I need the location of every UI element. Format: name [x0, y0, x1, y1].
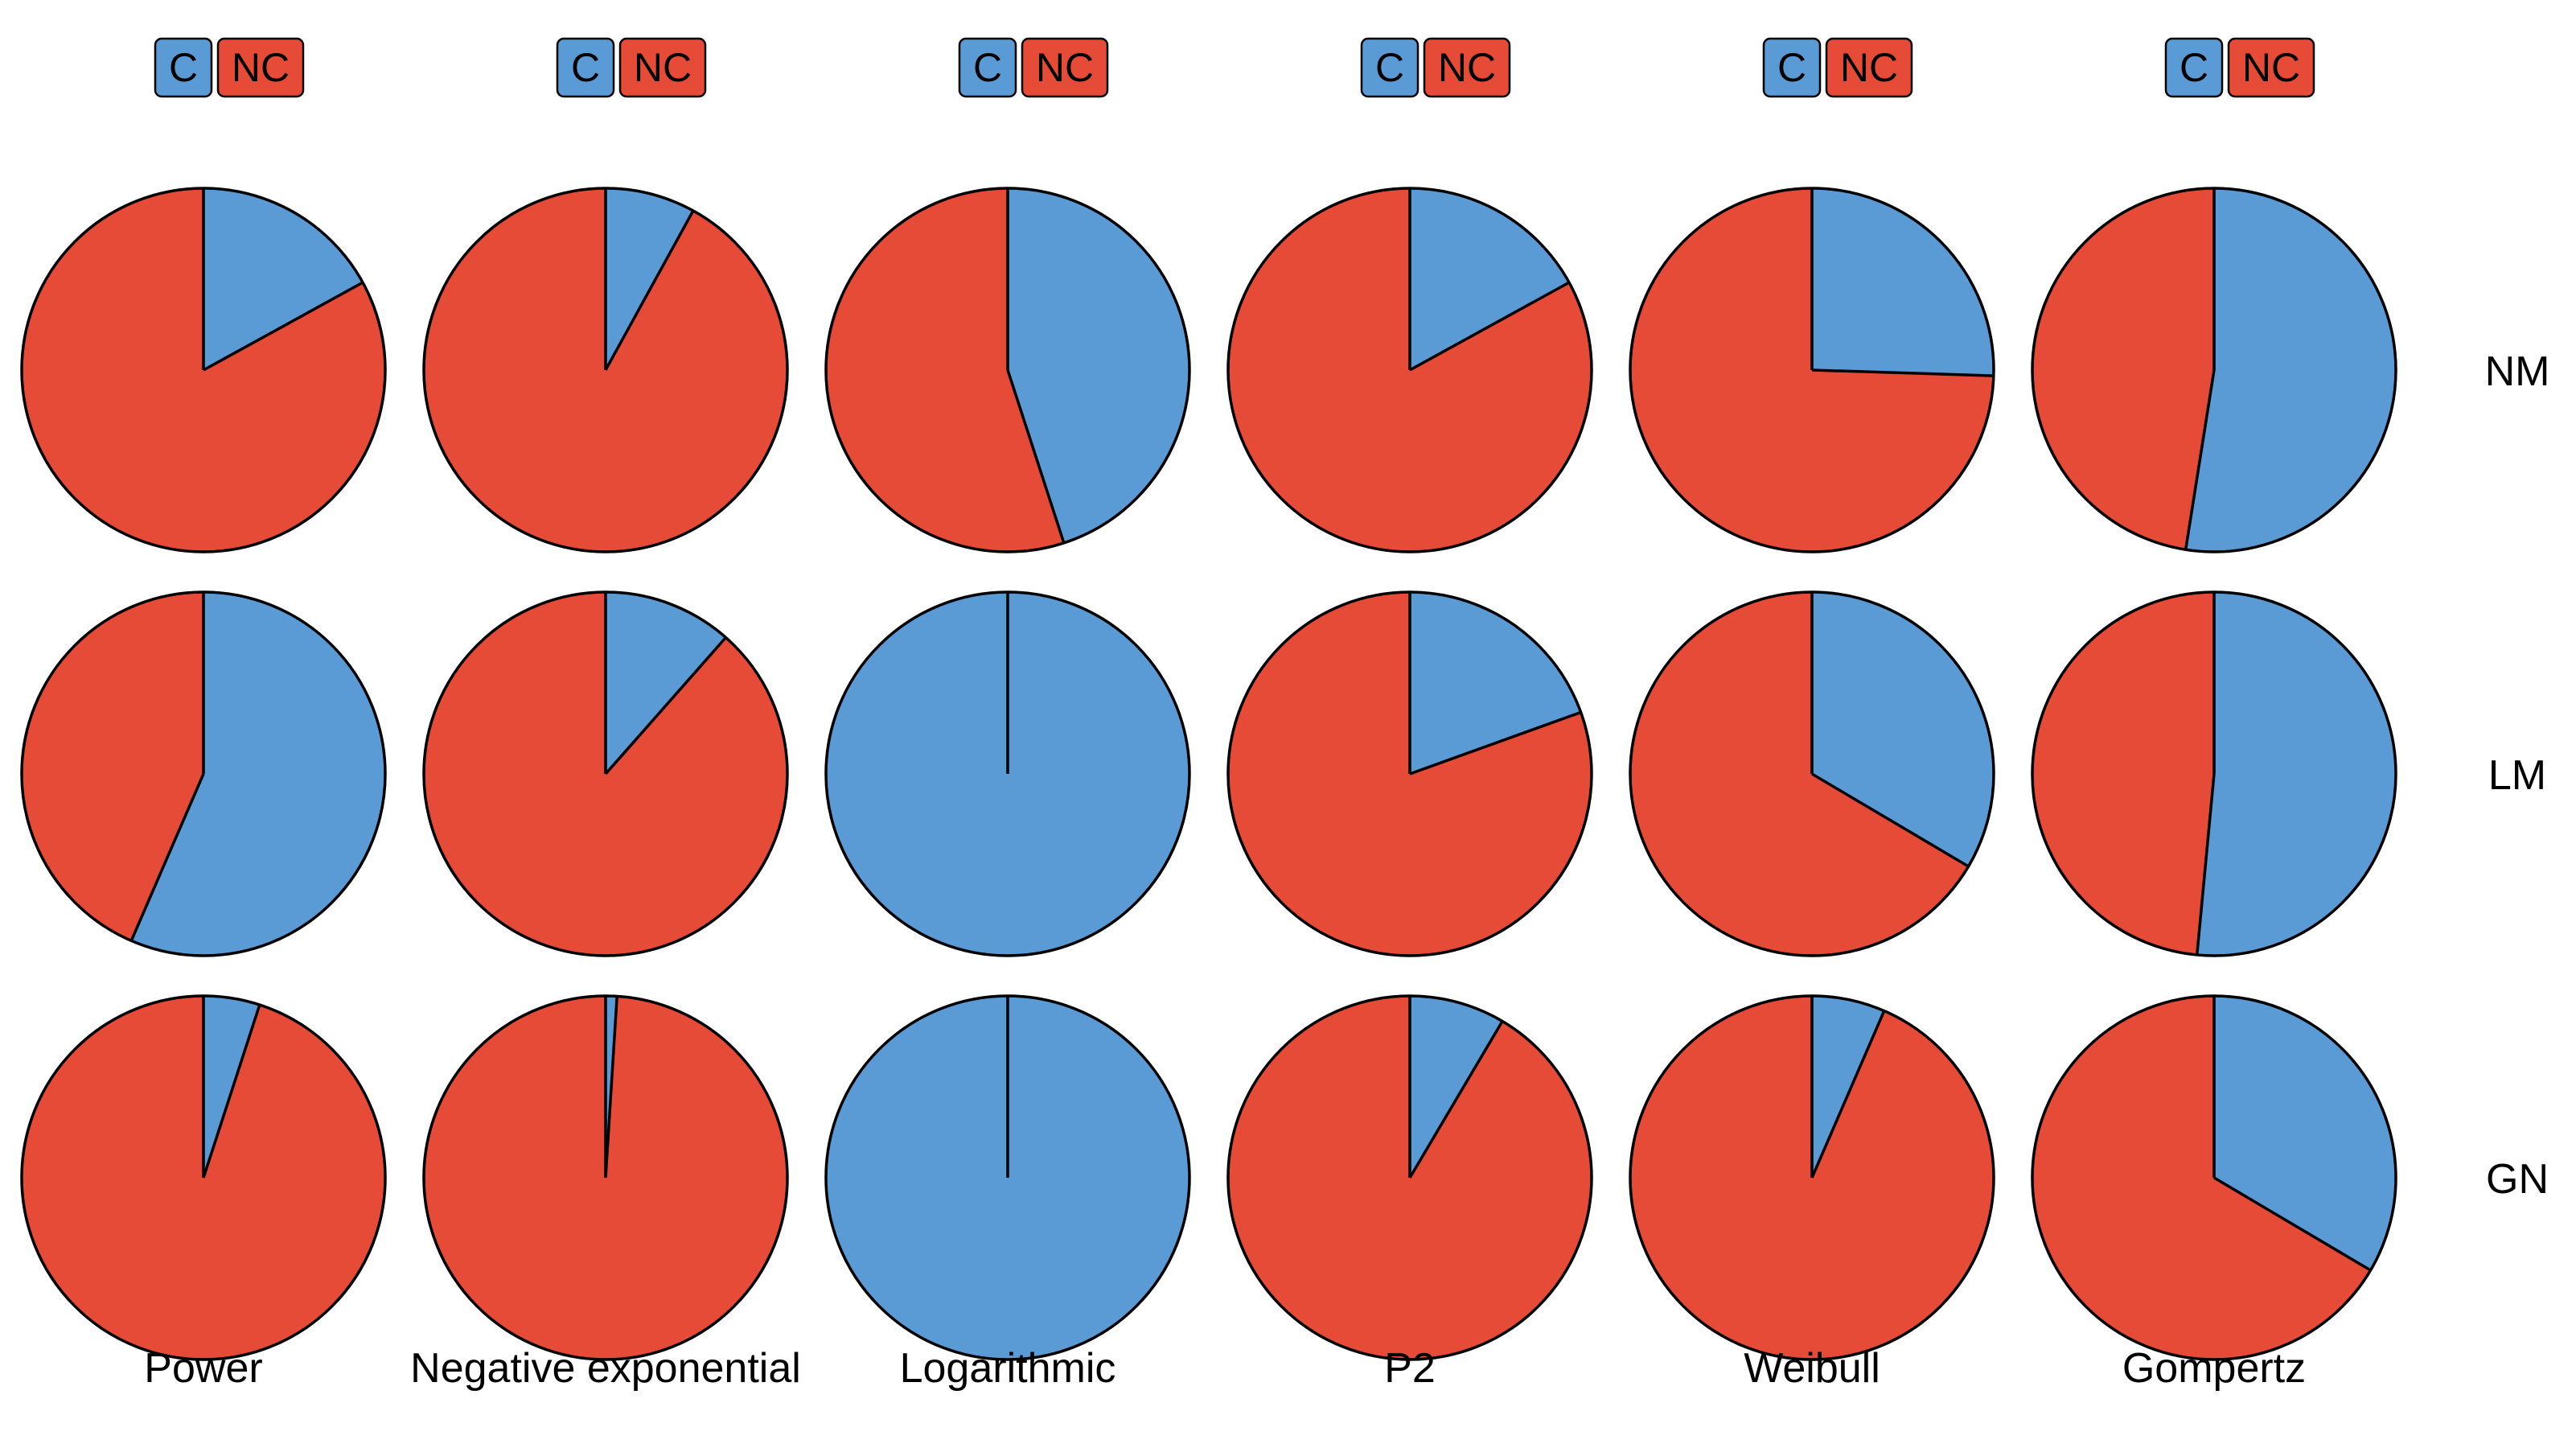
- legend-swatch-c: [556, 37, 615, 98]
- pie-boundary-1-gn-weibull: [1810, 1010, 1886, 1179]
- pie-slice-c-gn-p2: [1410, 996, 1503, 1178]
- legend-label-c: C: [2180, 45, 2208, 90]
- column-label-negative-exponential: Negative exponential: [410, 1345, 801, 1392]
- legend-label-nc: NC: [634, 45, 692, 90]
- legend-label-c: C: [169, 45, 198, 90]
- pie-slice-c-lm-negative-exponential: [606, 592, 726, 774]
- pie-slice-nc-lm-power: [22, 592, 203, 941]
- pie-boundary-1-nm-power: [203, 281, 364, 372]
- pie-boundary-1-lm-p2: [1409, 710, 1582, 775]
- pie-slice-c-nm-weibull: [1812, 188, 1995, 376]
- legend-label-nc: NC: [232, 45, 290, 90]
- column-label-gompertz: Gompertz: [2122, 1345, 2306, 1392]
- pie-boundary-1-lm-negative-exponential: [604, 636, 727, 775]
- pie-outline-lm-power: [20, 590, 387, 957]
- pie-outline-gn-logarithmic: [824, 994, 1191, 1361]
- pie-outline-lm-p2: [1226, 590, 1593, 957]
- legend-label-c: C: [571, 45, 600, 90]
- column-label-power: Power: [144, 1345, 262, 1392]
- legend-swatch-c: [1762, 37, 1822, 98]
- column-label-weibull: Weibull: [1744, 1345, 1880, 1392]
- pie-slice-c-lm-weibull: [1812, 592, 1995, 867]
- pie-slice-nc-nm-weibull: [1630, 188, 1994, 553]
- pie-boundary-1-nm-p2: [1409, 281, 1570, 372]
- legend-label-c: C: [1777, 45, 1806, 90]
- legend-swatch-nc: [1423, 37, 1511, 98]
- pie-slice-c-nm-negative-exponential: [606, 188, 693, 370]
- pie-boundary-1-gn-power: [202, 1004, 261, 1179]
- pie-boundary-1-nm-weibull: [1811, 368, 1994, 377]
- pie-outline-lm-logarithmic: [824, 590, 1191, 957]
- pie-outline-lm-negative-exponential: [422, 590, 789, 957]
- legend-swatch-c: [958, 37, 1017, 98]
- legend-swatch-nc: [618, 37, 707, 98]
- pie-outline-nm-weibull: [1629, 187, 1995, 553]
- pie-slice-c-nm-logarithmic: [1008, 188, 1190, 543]
- row-label-nm: NM: [2485, 348, 2550, 395]
- pie-outline-gn-weibull: [1629, 994, 1995, 1361]
- pie-slice-nc-gn-gompertz: [2032, 996, 2371, 1360]
- legend-label-c: C: [973, 45, 1002, 90]
- pie-boundary-1-lm-weibull: [1811, 772, 1970, 868]
- pie-boundary-1-gn-negative-exponential: [604, 996, 618, 1179]
- pie-boundary-1-gn-gompertz: [2213, 1176, 2372, 1272]
- legend-swatch-nc: [1825, 37, 1913, 98]
- pie-slice-nc-nm-gompertz: [2032, 188, 2214, 550]
- pie-outline-nm-p2: [1226, 187, 1593, 553]
- pie-boundary-1-lm-power: [129, 773, 205, 942]
- pie-outline-lm-gompertz: [2031, 590, 2397, 957]
- legend-swatch-c: [154, 37, 213, 98]
- legend-label-c: C: [1375, 45, 1404, 90]
- pie-outline-nm-power: [20, 187, 387, 553]
- legend-label-nc: NC: [1438, 45, 1496, 90]
- row-label-gn: GN: [2486, 1156, 2549, 1203]
- pie-slice-c-nm-gompertz: [2185, 188, 2396, 552]
- pie-slice-nc-lm-weibull: [1630, 591, 1969, 956]
- legend-swatch-nc: [1021, 37, 1109, 98]
- pie-boundary-1-nm-logarithmic: [1006, 369, 1066, 544]
- legend-swatch-nc: [216, 37, 305, 98]
- row-label-lm: LM: [2488, 752, 2546, 799]
- column-label-logarithmic: Logarithmic: [900, 1345, 1116, 1392]
- pie-boundary-1-gn-p2: [1408, 1020, 1504, 1179]
- pie-outline-nm-gompertz: [2031, 187, 2397, 553]
- pie-slice-nc-nm-logarithmic: [826, 188, 1064, 552]
- pie-slice-c-lm-p2: [1410, 592, 1581, 774]
- column-label-p2: P2: [1384, 1345, 1436, 1392]
- legend-label-nc: NC: [1036, 45, 1094, 90]
- pie-boundary-1-nm-gompertz: [2184, 369, 2216, 550]
- pie-boundary-1-lm-gompertz: [2195, 773, 2216, 956]
- legend-label-nc: NC: [2242, 45, 2300, 90]
- legend-swatch-c: [1360, 37, 1419, 98]
- pie-outline-gn-p2: [1226, 994, 1593, 1361]
- pie-slice-c-lm-power: [131, 592, 386, 956]
- pie-outline-lm-weibull: [1629, 590, 1995, 957]
- legend-label-nc: NC: [1840, 45, 1898, 90]
- legend-swatch-c: [2164, 37, 2224, 98]
- pie-outline-gn-power: [20, 994, 387, 1361]
- pie-slice-c-gn-weibull: [1812, 996, 1884, 1178]
- pie-slice-c-gn-gompertz: [2214, 996, 2397, 1271]
- pie-outline-gn-negative-exponential: [422, 994, 789, 1361]
- pie-slice-nc-lm-gompertz: [2032, 592, 2214, 955]
- pie-outline-nm-negative-exponential: [422, 187, 789, 553]
- pie-outline-nm-logarithmic: [824, 187, 1191, 553]
- pie-outline-gn-gompertz: [2031, 994, 2397, 1361]
- pie-boundary-1-nm-negative-exponential: [604, 210, 695, 371]
- pie-slice-c-lm-gompertz: [2196, 592, 2396, 956]
- legend-swatch-nc: [2227, 37, 2315, 98]
